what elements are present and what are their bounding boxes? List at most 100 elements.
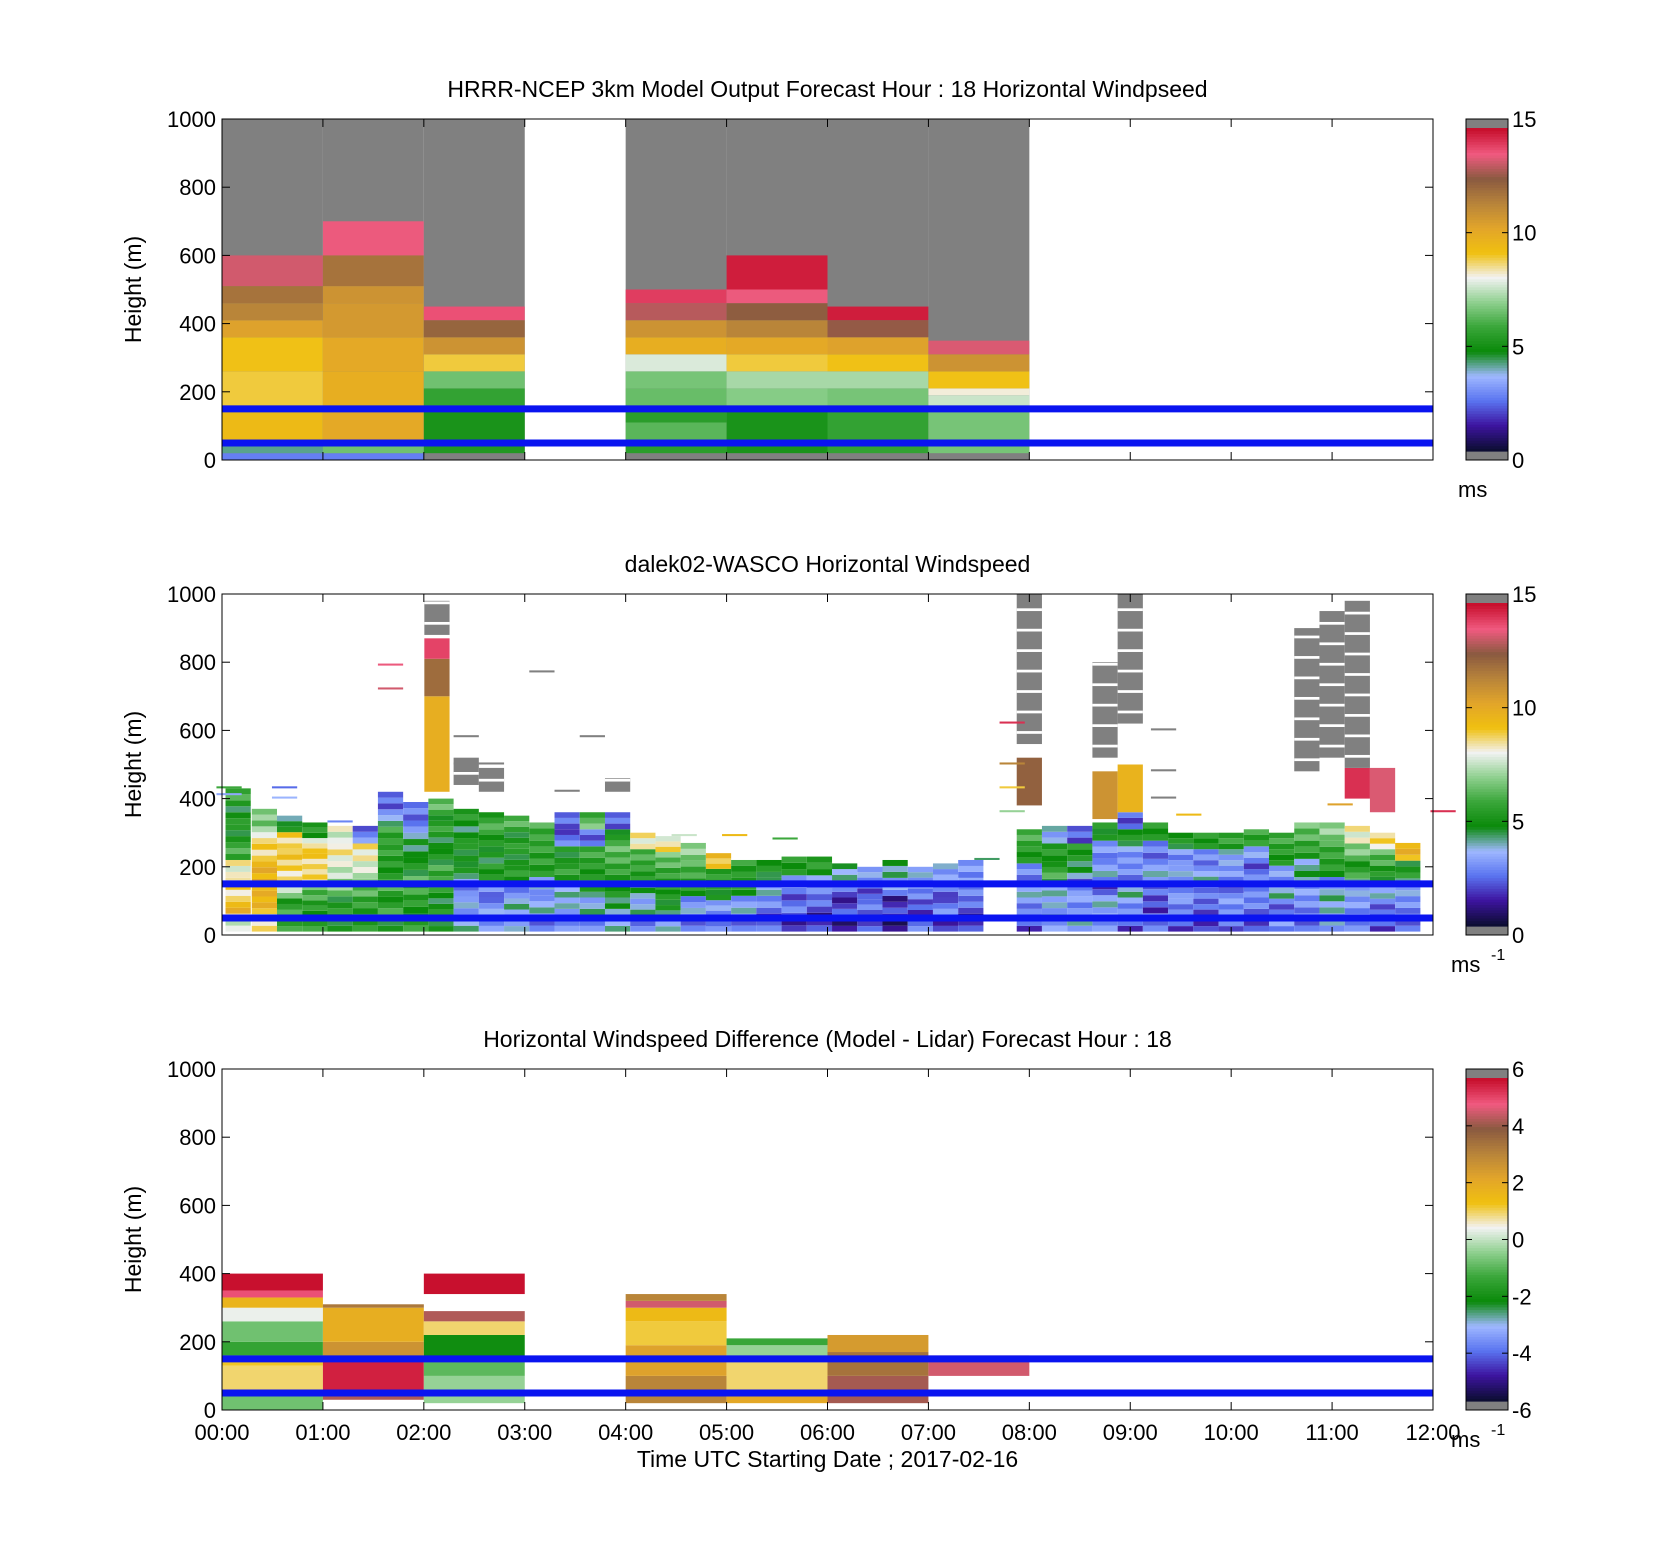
colorbar-step	[1466, 1212, 1508, 1216]
colorbar-step	[1466, 1328, 1508, 1332]
heatmap-cell	[377, 873, 404, 880]
heatmap-cell	[1193, 843, 1219, 850]
heatmap-cell	[1067, 861, 1093, 867]
y-tick-label: 0	[204, 1398, 216, 1423]
heatmap-cell	[756, 925, 782, 932]
heatmap-cell	[579, 920, 605, 926]
heatmap-cell	[781, 887, 807, 895]
heatmap-cell	[932, 903, 959, 909]
colorbar-step	[1466, 718, 1508, 723]
heatmap-cell	[327, 872, 353, 879]
heatmap-cell	[302, 884, 328, 891]
heatmap-cell	[1218, 860, 1244, 866]
colorbar-step	[1466, 810, 1508, 814]
heatmap-cell	[806, 875, 833, 882]
colorbar-step	[1466, 767, 1508, 771]
gap-stripe	[1344, 693, 1370, 697]
colorbar-step	[1466, 214, 1508, 218]
gap-stripe	[1016, 710, 1042, 714]
heatmap-cell	[680, 860, 706, 867]
gap-stripe	[424, 621, 450, 625]
x-axis-label: Time UTC Starting Date ; 2017-02-16	[637, 1446, 1018, 1472]
heatmap-cell	[276, 870, 303, 877]
heatmap-cell	[604, 857, 631, 864]
heatmap-streak	[1430, 810, 1456, 813]
colorbar-step	[1466, 1336, 1508, 1340]
heatmap-cell	[276, 848, 303, 855]
heatmap-cell	[222, 1273, 323, 1291]
heatmap-cell	[625, 354, 727, 372]
y-axis-label: Height (m)	[120, 1186, 146, 1293]
colorbar-step	[1466, 842, 1508, 846]
heatmap-cell	[1092, 771, 1118, 820]
colorbar-step	[1466, 850, 1508, 854]
colorbar-step	[1466, 146, 1508, 151]
heatmap-cell	[1294, 870, 1320, 878]
colorbar-step	[1466, 351, 1508, 355]
colorbar-step	[1466, 340, 1508, 344]
gap-stripe	[1294, 717, 1320, 721]
colorbar-step	[1466, 1234, 1508, 1238]
heatmap-cell	[655, 836, 681, 842]
heatmap-cell	[1168, 904, 1194, 910]
heatmap-cell	[579, 886, 605, 892]
heatmap-cell	[1117, 863, 1143, 870]
heatmap-cell	[1016, 897, 1042, 904]
heatmap-cell	[1142, 864, 1169, 871]
colorbar-step	[1466, 136, 1508, 140]
heatmap-cell	[882, 859, 908, 866]
heatmap-cell	[781, 925, 807, 932]
colorbar-step	[1466, 853, 1508, 857]
heatmap-cell	[604, 897, 631, 904]
heatmap-cell	[377, 861, 404, 868]
heatmap-cell	[352, 866, 378, 873]
heatmap-cell	[1395, 848, 1421, 855]
heatmap-cell	[1117, 823, 1143, 830]
heatmap-cell	[1016, 852, 1042, 858]
colorbar-step	[1466, 332, 1508, 336]
heatmap-cell	[680, 854, 706, 861]
heatmap-cell	[726, 354, 828, 372]
heatmap-streak	[1327, 803, 1353, 806]
heatmap-cell	[827, 306, 929, 321]
heatmap-cell	[1117, 920, 1143, 926]
heatmap-cell	[453, 919, 479, 926]
heatmap-cell	[251, 890, 277, 897]
colorbar-step	[1466, 399, 1508, 404]
heatmap-cell	[352, 849, 378, 856]
colorbar-step	[1466, 745, 1508, 749]
colorbar-step	[1466, 364, 1508, 369]
heatmap-cell	[731, 889, 757, 896]
heatmap-cell	[832, 874, 858, 881]
colorbar-step	[1466, 1298, 1508, 1303]
heatmap-cell	[504, 926, 530, 932]
colorbar-step	[1466, 168, 1508, 172]
colorbar-step	[1466, 208, 1508, 213]
heatmap-cell	[1369, 898, 1396, 905]
heatmap-cell	[1395, 907, 1421, 914]
heatmap-cell	[625, 289, 727, 304]
colorbar-step	[1466, 1384, 1508, 1389]
heatmap-cell	[222, 371, 323, 406]
heatmap-cell	[625, 371, 727, 389]
heatmap-cell	[251, 820, 277, 827]
heatmap-cell	[655, 926, 681, 932]
heatmap-cell	[1369, 865, 1396, 872]
colorbar-step	[1466, 1360, 1508, 1364]
heatmap-cell	[327, 855, 353, 862]
colorbar-step	[1466, 629, 1508, 634]
colorbar-step	[1466, 1104, 1508, 1109]
colorbar-step	[1466, 238, 1508, 242]
heatmap-cell	[1142, 925, 1169, 932]
heatmap-cell	[1092, 852, 1118, 859]
heatmap-cell	[302, 874, 328, 880]
heatmap-cell	[251, 838, 277, 844]
heatmap-cell	[453, 849, 479, 856]
colorbar-step	[1466, 1115, 1508, 1119]
heatmap-cell	[423, 1358, 525, 1376]
colorbar-tick-label: 15	[1512, 582, 1536, 607]
colorbar-step	[1466, 152, 1508, 156]
heatmap-cell	[1092, 822, 1118, 829]
heatmap-cell	[225, 794, 251, 801]
y-tick-label: 400	[179, 1262, 216, 1287]
